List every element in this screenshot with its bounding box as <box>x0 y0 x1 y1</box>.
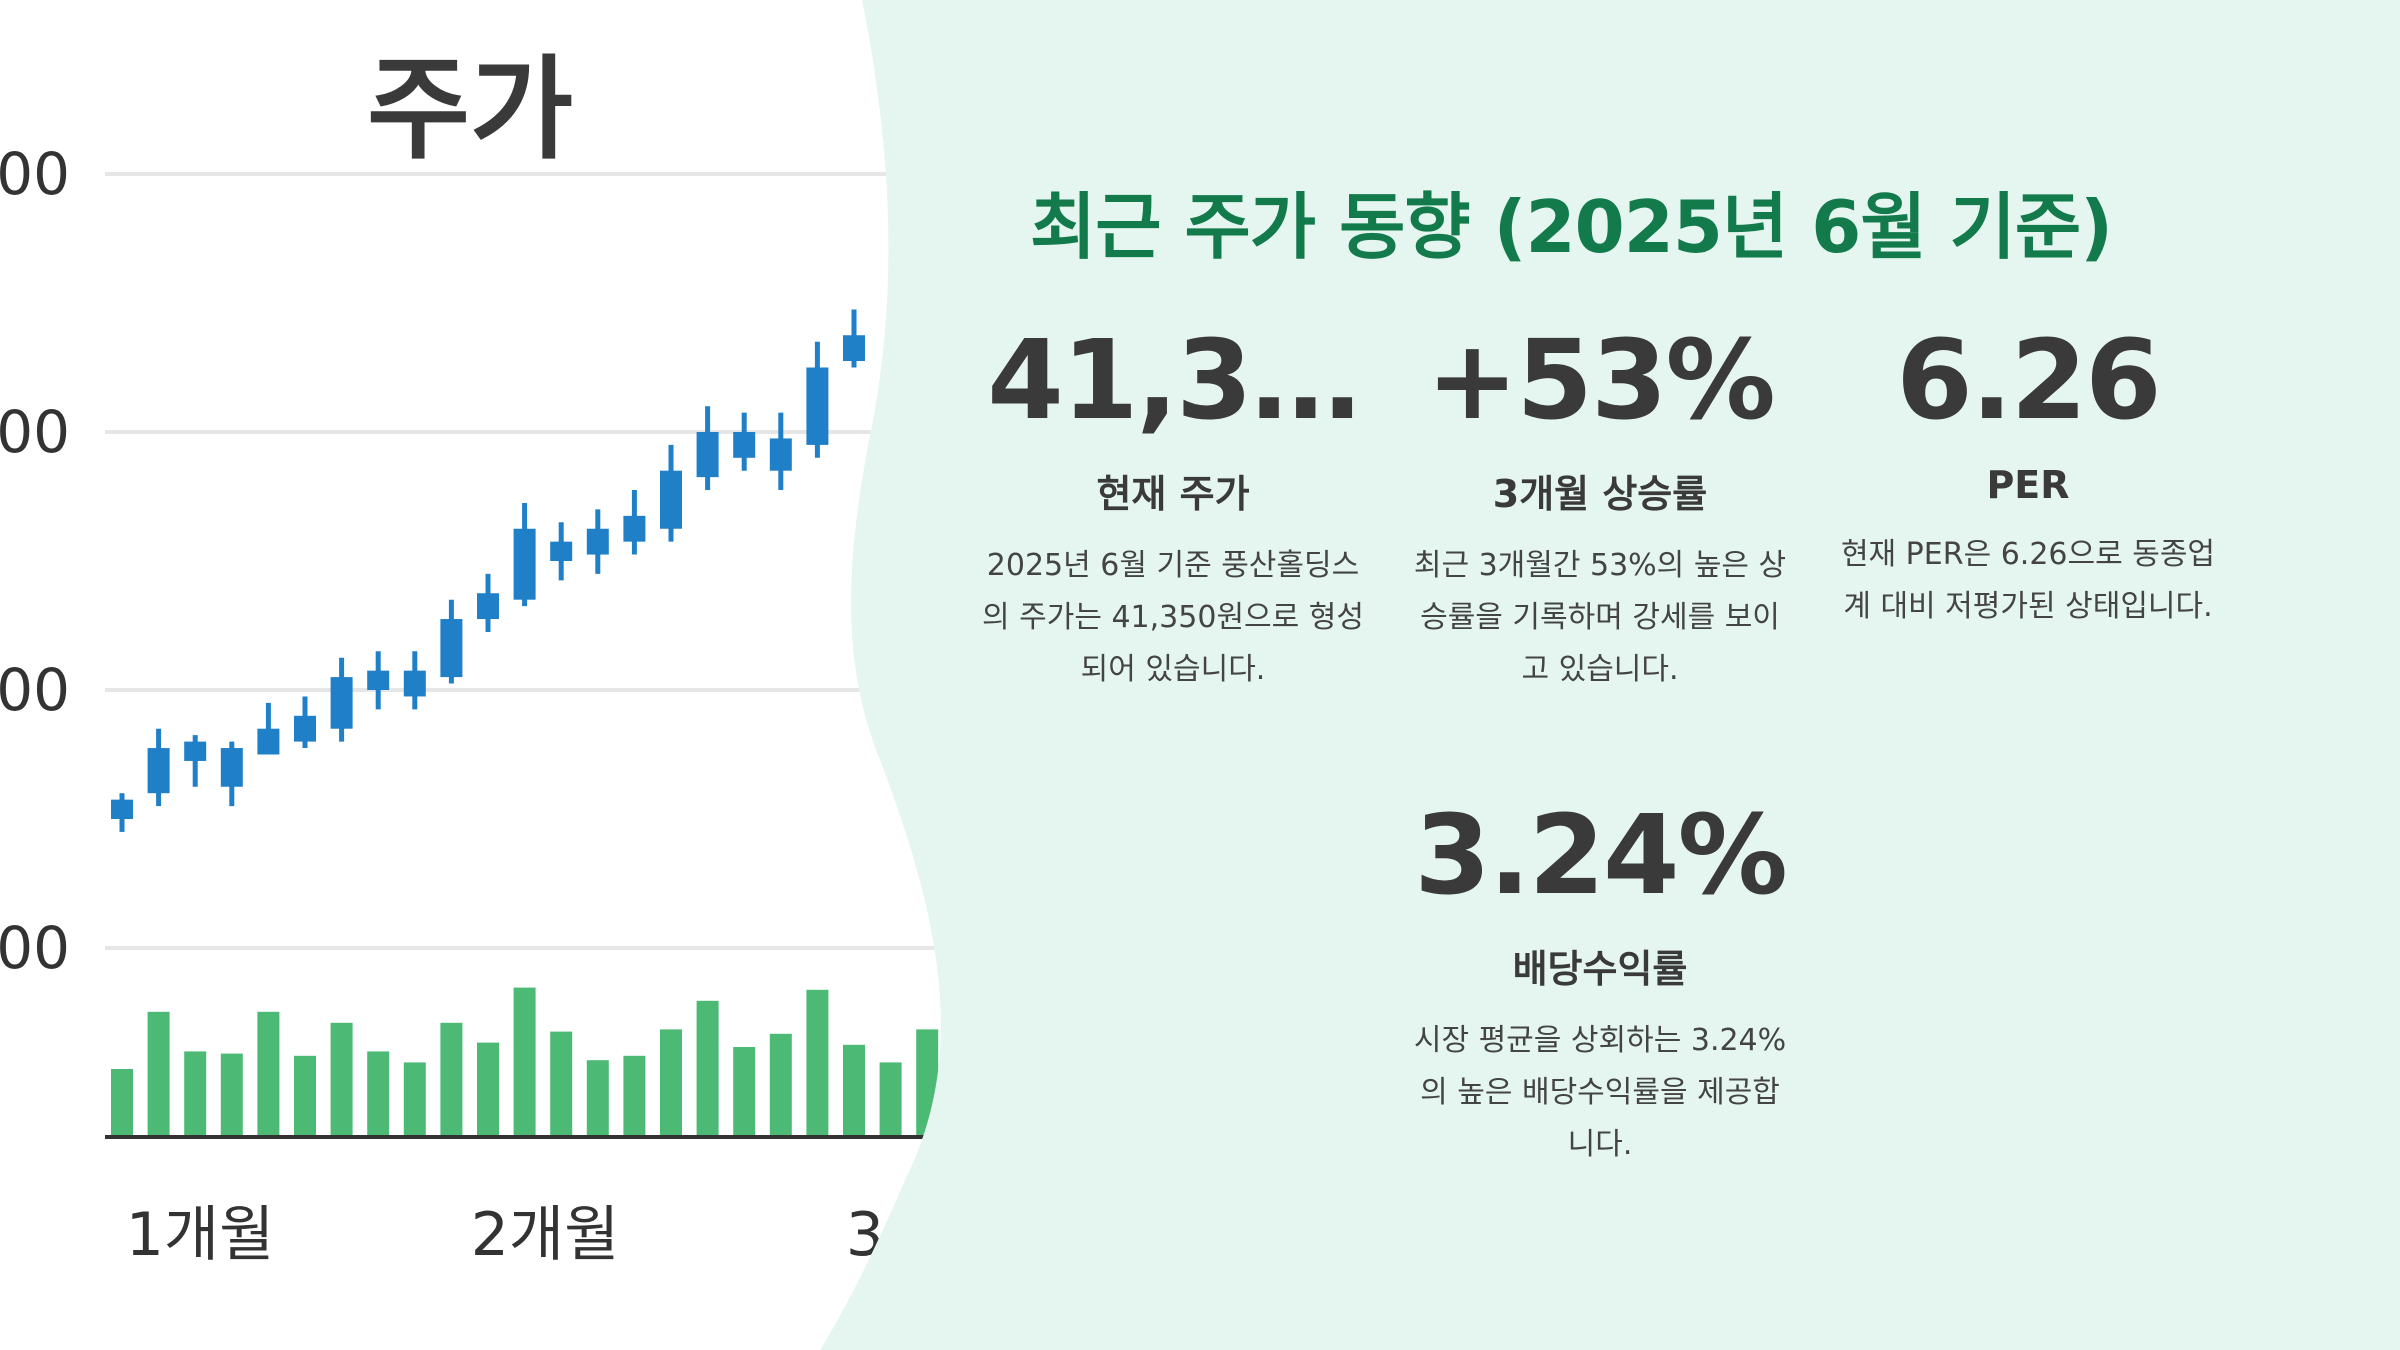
y-tick-label: 00 <box>0 914 70 982</box>
candle-body <box>806 367 829 445</box>
stat-description: 2025년 6월 기준 풍산홀딩스의 주가는 41,350원으로 형성되어 있습… <box>982 548 1364 687</box>
candle-body <box>147 748 170 794</box>
candle <box>294 696 316 749</box>
y-tick-label: 00 <box>0 656 70 724</box>
stat-description: 최근 3개월간 53%의 높은 상승률을 기록하며 강세를 보이고 있습니다. <box>1413 548 1787 687</box>
volume-bar <box>147 1011 170 1135</box>
candle-body <box>696 432 719 478</box>
volume-bar <box>623 1055 646 1135</box>
stat-3month-growth: +53% 3개월 상승률 최근 3개월간 53%의 높은 상승률을 기록하며 강… <box>1395 320 1805 696</box>
stock-summary-panel: 최근 주가 동향 (2025년 6월 기준) 41,3… 현재 주가 2025년… <box>940 0 2400 1350</box>
stat-value: +53% <box>1426 320 1775 441</box>
candle-body <box>220 748 243 787</box>
volume-bar <box>111 1069 133 1135</box>
candle-body <box>733 432 756 458</box>
candle-body <box>660 470 682 529</box>
volume-bar <box>440 1022 463 1135</box>
candle <box>513 502 536 607</box>
stat-value: 6.26 <box>1896 320 2161 441</box>
candle <box>696 406 719 491</box>
candle-body <box>843 335 865 362</box>
candle-body <box>769 438 792 471</box>
candle-body <box>330 677 353 729</box>
candle <box>440 599 463 684</box>
candle-body <box>294 715 316 742</box>
stat-dividend-yield: 3.24% 배당수익률 시장 평균을 상회하는 3.24%의 높은 배당수익률을… <box>1395 795 1805 1171</box>
candle <box>550 522 573 581</box>
candle-body <box>367 670 390 690</box>
candle <box>330 657 353 742</box>
volume-bar <box>586 1060 609 1135</box>
volume-bar <box>220 1053 243 1135</box>
volume-bar <box>367 1051 390 1135</box>
stat-description: 현재 PER은 6.26으로 동종업계 대비 저평가된 상태입니다. <box>1840 537 2216 624</box>
y-tick-labels: 00 00 00 00 <box>0 140 70 982</box>
candle-body <box>623 515 646 542</box>
stat-label: 배당수익률 <box>1512 947 1688 991</box>
stat-description: 시장 평균을 상회하는 3.24%의 높은 배당수익률을 제공합니다. <box>1413 1023 1787 1162</box>
volume-bar <box>477 1042 499 1135</box>
candle <box>806 341 829 458</box>
volume-bar <box>403 1062 426 1135</box>
volume-bar <box>660 1029 682 1135</box>
candle-body <box>257 728 280 755</box>
volume-bar <box>769 1033 792 1135</box>
candle <box>843 309 865 368</box>
candle-body <box>111 799 133 819</box>
volume-bar <box>330 1022 353 1135</box>
candles <box>111 309 865 832</box>
candle <box>477 573 499 632</box>
candle <box>660 444 682 542</box>
volume-bar <box>184 1051 207 1135</box>
y-tick-label: 00 <box>0 398 70 466</box>
stat-current-price: 41,3… 현재 주가 2025년 6월 기준 풍산홀딩스의 주가는 41,35… <box>968 320 1378 696</box>
x-tick-label: 2개월 <box>471 1200 620 1270</box>
y-gridlines <box>105 172 1000 950</box>
candle <box>586 509 609 574</box>
chart-title: 주가 <box>367 45 573 175</box>
candle-body <box>586 528 609 555</box>
volume-bar <box>843 1044 865 1135</box>
volume-bar <box>550 1031 573 1135</box>
candle-body <box>477 593 499 620</box>
stat-value: 3.24% <box>1414 795 1788 916</box>
candle-body <box>440 619 463 678</box>
candle <box>367 651 390 710</box>
stat-per: 6.26 PER 현재 PER은 6.26으로 동종업계 대비 저평가된 상태입… <box>1823 320 2233 633</box>
candle-body <box>184 741 207 761</box>
candle <box>733 412 756 471</box>
x-tick-label: 1개월 <box>126 1200 275 1270</box>
volume-bar <box>294 1055 316 1135</box>
stat-label: 3개월 상승률 <box>1492 472 1708 516</box>
info-panel-background <box>820 0 2400 1350</box>
volume-bar <box>806 989 829 1135</box>
volume-bar <box>513 987 536 1135</box>
y-tick-label: 00 <box>0 140 70 208</box>
candle <box>220 741 243 807</box>
candle-body <box>550 541 573 561</box>
candle <box>257 702 280 755</box>
candle-body <box>513 528 536 600</box>
candle <box>184 735 207 787</box>
volume-bar <box>879 1062 902 1135</box>
candle <box>403 651 426 710</box>
candle <box>147 728 170 807</box>
stat-label: PER <box>1986 463 2070 507</box>
x-tick-labels: 1개월2개월3… <box>126 1200 944 1270</box>
candle <box>769 412 792 491</box>
stat-label: 현재 주가 <box>1096 472 1250 516</box>
volume-bar <box>696 1000 719 1135</box>
candle-body <box>403 670 426 697</box>
volume-bar <box>257 1011 280 1135</box>
candle <box>623 490 646 555</box>
candle <box>111 793 133 832</box>
volume-bar <box>733 1047 756 1135</box>
section-headline: 최근 주가 동향 (2025년 6월 기준) <box>1030 185 2113 269</box>
stat-value: 41,3… <box>987 320 1360 441</box>
